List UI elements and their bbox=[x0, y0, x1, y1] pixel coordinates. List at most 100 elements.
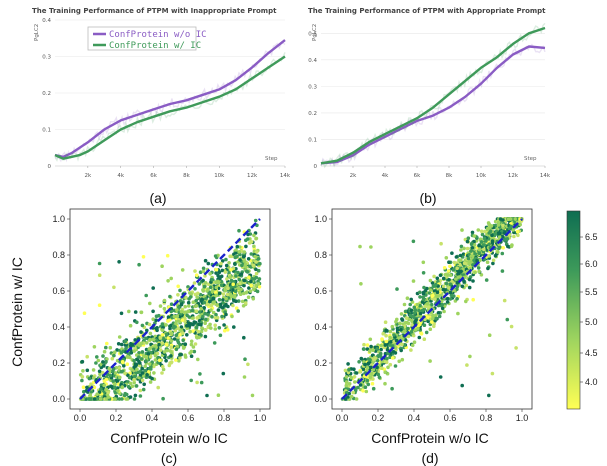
scatter-point bbox=[179, 309, 184, 314]
scatter-point bbox=[124, 397, 129, 401]
scatter-point bbox=[176, 293, 180, 297]
scatter-point bbox=[398, 321, 402, 326]
scatter-point bbox=[362, 347, 366, 351]
scatter-point bbox=[144, 359, 148, 363]
scatter-point bbox=[154, 318, 158, 323]
scatter-point bbox=[369, 365, 373, 370]
scatter-point bbox=[104, 377, 109, 382]
scatter-point bbox=[371, 377, 375, 381]
colorbar-tick-label: 4.0 bbox=[585, 377, 598, 387]
scatter-point bbox=[155, 339, 159, 343]
scatter-point bbox=[203, 311, 207, 316]
scatter-point bbox=[352, 375, 357, 379]
scatter-point bbox=[376, 354, 381, 358]
scatter-point bbox=[164, 358, 168, 363]
caption-b: (b) bbox=[419, 190, 436, 206]
scatter-point bbox=[199, 380, 204, 385]
scatter-point bbox=[113, 385, 117, 390]
scatter-point bbox=[203, 281, 208, 285]
scatter-point bbox=[445, 300, 450, 304]
scatter-point bbox=[183, 304, 187, 309]
scatter-point bbox=[236, 299, 241, 303]
scatter-point bbox=[237, 228, 241, 233]
scatter-point bbox=[204, 317, 208, 322]
series-noise-band bbox=[54, 42, 286, 163]
scatter-point bbox=[414, 318, 418, 323]
scatter-point bbox=[216, 393, 221, 398]
scatter-point bbox=[112, 353, 116, 358]
scatter-point bbox=[460, 284, 465, 289]
scatter-point bbox=[477, 243, 481, 248]
x-tick-label: 8k bbox=[183, 173, 190, 179]
scatter-point bbox=[431, 293, 435, 298]
scatter-point bbox=[384, 333, 388, 338]
scatter-point bbox=[80, 359, 85, 364]
scatter-point bbox=[500, 234, 505, 239]
scatter-point bbox=[371, 348, 376, 353]
scatter-point bbox=[218, 276, 222, 281]
scatter-point bbox=[92, 397, 97, 401]
scatter-point bbox=[440, 306, 445, 311]
scatter-point bbox=[397, 336, 402, 340]
scatter-point bbox=[472, 243, 477, 247]
scatter-point bbox=[431, 313, 435, 318]
scatter-point bbox=[468, 266, 473, 271]
identity-diagonal bbox=[341, 218, 523, 400]
scatter-point bbox=[358, 383, 363, 387]
scatter-point bbox=[393, 346, 398, 350]
scatter-point bbox=[448, 297, 453, 301]
scatter-point bbox=[101, 360, 105, 364]
scatter-point bbox=[432, 274, 436, 279]
scatter-point bbox=[359, 356, 364, 361]
scatter-point bbox=[246, 362, 250, 367]
scatter-point bbox=[148, 362, 152, 366]
scatter-point bbox=[133, 393, 138, 398]
scatter-point bbox=[211, 310, 216, 315]
scatter-point bbox=[126, 384, 131, 389]
scatter-point bbox=[383, 351, 388, 356]
scatter-point bbox=[194, 273, 199, 278]
scatter-point bbox=[213, 316, 218, 320]
scatter-point bbox=[161, 364, 165, 369]
scatter-point bbox=[148, 354, 153, 359]
scatter-point bbox=[368, 358, 372, 362]
scatter-point bbox=[416, 326, 420, 331]
scatter-point bbox=[406, 321, 411, 326]
scatter-point bbox=[205, 302, 210, 307]
scatter-point bbox=[148, 380, 153, 384]
scatter-point bbox=[193, 342, 198, 346]
scatter-point bbox=[358, 244, 362, 249]
scatter-point bbox=[208, 285, 213, 290]
scatter-point bbox=[343, 397, 348, 401]
scatter-point bbox=[404, 316, 409, 320]
scatter-point bbox=[180, 318, 185, 322]
scatter-point bbox=[242, 335, 246, 340]
scatter-point bbox=[160, 333, 165, 337]
y-tick-label: 0.2 bbox=[308, 111, 317, 117]
scatter-point bbox=[504, 238, 509, 242]
scatter-point bbox=[363, 362, 367, 367]
panel-a-xlabel: Step bbox=[265, 156, 278, 162]
scatter-point bbox=[361, 367, 366, 372]
scatter-point bbox=[456, 311, 460, 316]
scatter-point bbox=[213, 323, 217, 328]
scatter-point bbox=[486, 226, 490, 231]
panel-c-diagonal bbox=[79, 218, 261, 400]
scatter-point bbox=[198, 292, 203, 297]
scatter-point bbox=[91, 368, 96, 372]
scatter-point bbox=[402, 302, 407, 307]
scatter-point bbox=[202, 284, 207, 289]
scatter-point bbox=[137, 351, 141, 355]
scatter-point bbox=[117, 366, 121, 370]
scatter-point bbox=[388, 329, 393, 334]
scatter-point bbox=[150, 376, 154, 381]
scatter-point bbox=[199, 322, 203, 327]
panel-d-xlabel: ConfProtein w/o IC bbox=[371, 430, 489, 446]
scatter-point bbox=[110, 356, 115, 361]
scatter-point bbox=[140, 323, 145, 328]
scatter-point bbox=[428, 288, 433, 292]
scatter-point bbox=[151, 317, 155, 322]
scatter-point bbox=[233, 255, 238, 260]
scatter-point bbox=[201, 278, 205, 283]
scatter-point bbox=[346, 362, 350, 366]
